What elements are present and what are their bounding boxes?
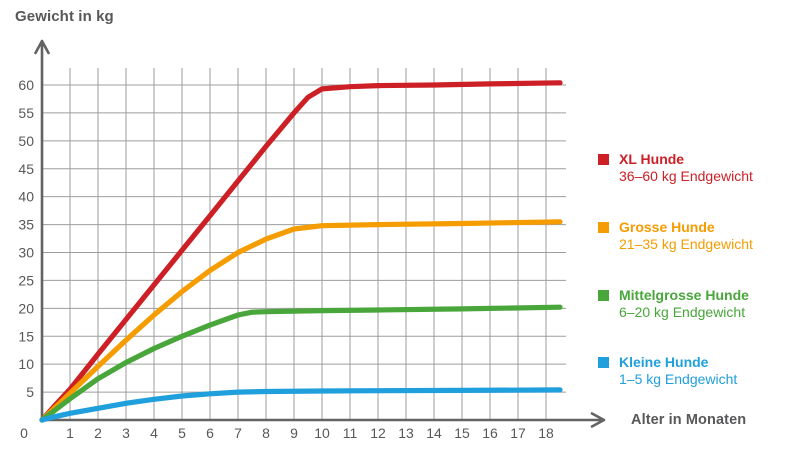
x-tick-label: 16 (482, 425, 498, 441)
x-tick-label: 3 (122, 425, 130, 441)
y-tick-label: 45 (18, 161, 34, 177)
x-tick-label: 7 (234, 425, 242, 441)
x-axis-arrow-icon (590, 412, 606, 428)
x-axis-title: Alter in Monaten (631, 412, 747, 428)
series-curve-mittelgrosse-hunde (39, 304, 563, 423)
legend-item-kleine-hunde: Kleine Hunde 1–5 kg Endgewicht (598, 354, 737, 387)
y-tick-label: 20 (18, 300, 34, 316)
y-tick-label: 40 (18, 189, 34, 205)
y-axis-title: Gewicht in kg (15, 8, 114, 25)
legend-range: 1–5 kg Endgewicht (619, 370, 738, 387)
y-tick-label: 60 (18, 77, 34, 93)
x-tick-label: 9 (290, 425, 298, 441)
legend-item-mittelgrosse-hunde: Mittelgrosse Hunde 6–20 kg Endgewicht (598, 287, 749, 320)
legend-label: Kleine Hunde (619, 354, 709, 370)
x-tick-label: 17 (510, 425, 526, 441)
x-tick-label: 14 (426, 425, 442, 441)
y-tick-label: 35 (18, 217, 34, 233)
x-tick-label: 8 (262, 425, 270, 441)
legend-range: 6–20 kg Endgewicht (619, 303, 746, 320)
y-tick-label: 55 (18, 105, 34, 121)
x-tick-label: 15 (454, 425, 470, 441)
legend-swatch-xl-hunde (598, 154, 609, 165)
series-curve-grosse-hunde (39, 219, 563, 423)
x-tick-label: 18 (538, 425, 554, 441)
legend-swatch-grosse-hunde (598, 222, 609, 233)
y-tick-label: 50 (18, 133, 34, 149)
legend-label: Grosse Hunde (619, 219, 715, 235)
legend-swatch-mittelgrosse-hunde (598, 290, 609, 301)
x-tick-label: 12 (370, 425, 386, 441)
x-tick-label: 6 (206, 425, 214, 441)
origin-tick-label: 0 (20, 425, 28, 441)
x-tick-label: 5 (178, 425, 186, 441)
y-axis-arrow-icon (34, 39, 50, 55)
legend-range: 21–35 kg Endgewicht (619, 235, 753, 252)
legend-range: 36–60 kg Endgewicht (619, 167, 753, 184)
x-tick-label: 10 (314, 425, 330, 441)
legend-label: Mittelgrosse Hunde (619, 287, 749, 303)
x-tick-label: 11 (343, 425, 358, 441)
x-tick-label: 4 (150, 425, 158, 441)
x-tick-label: 13 (398, 425, 414, 441)
legend-item-xl-hunde: XL Hunde 36–60 kg Endgewicht (598, 151, 753, 184)
x-tick-label: 1 (66, 425, 74, 441)
legend-label: XL Hunde (619, 151, 685, 167)
x-tick-label: 2 (94, 425, 102, 441)
legend-swatch-kleine-hunde (598, 357, 609, 368)
legend-item-grosse-hunde: Grosse Hunde 21–35 kg Endgewicht (598, 219, 753, 252)
y-tick-label: 5 (26, 384, 34, 400)
y-tick-label: 10 (18, 356, 34, 372)
y-tick-label: 30 (18, 245, 34, 261)
y-tick-label: 15 (18, 328, 34, 344)
series-curve-xl-hunde (39, 80, 563, 423)
y-tick-label: 25 (18, 272, 34, 288)
series-curve-kleine-hunde (39, 387, 563, 423)
